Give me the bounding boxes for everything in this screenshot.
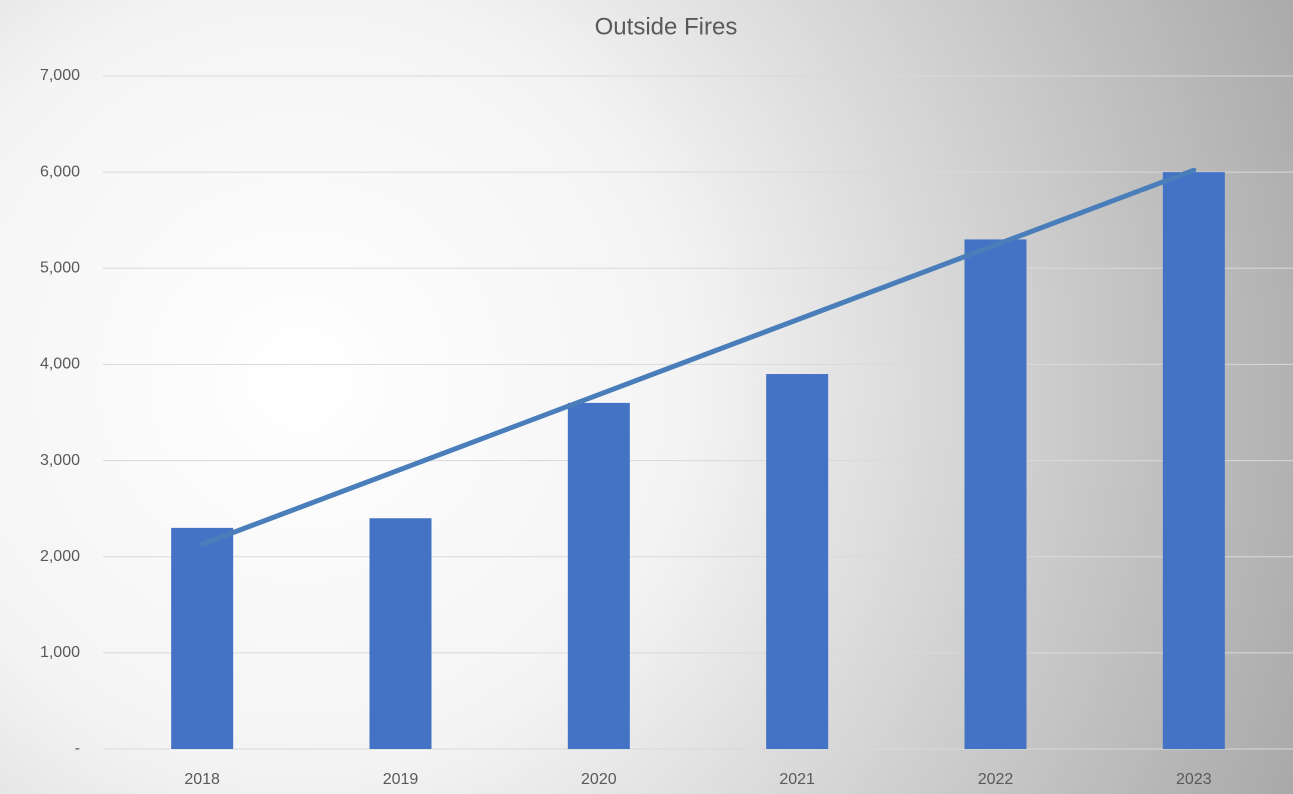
trendline — [199, 167, 1197, 547]
x-tick-label: 2023 — [1176, 771, 1212, 788]
x-tick-label: 2022 — [978, 771, 1014, 788]
bar — [766, 374, 829, 749]
bar — [1162, 172, 1225, 750]
y-tick-label: 7,000 — [40, 67, 80, 84]
x-tick-label: 2020 — [581, 771, 617, 788]
y-tick-label: 3,000 — [40, 452, 80, 469]
bar — [567, 402, 630, 749]
bar — [171, 527, 234, 749]
y-tick-label: 2,000 — [40, 548, 80, 565]
bar — [964, 239, 1027, 749]
bar — [369, 518, 432, 749]
x-tick-label: 2018 — [184, 771, 220, 788]
chart-title: Outside Fires — [595, 13, 738, 40]
x-tick-label: 2021 — [779, 771, 815, 788]
y-tick-label: 1,000 — [40, 644, 80, 661]
y-tick-label: 4,000 — [40, 356, 80, 373]
y-tick-label: 6,000 — [40, 163, 80, 180]
y-tick-label: 5,000 — [40, 260, 80, 277]
y-tick-label: - — [75, 740, 80, 757]
x-tick-label: 2019 — [383, 771, 419, 788]
